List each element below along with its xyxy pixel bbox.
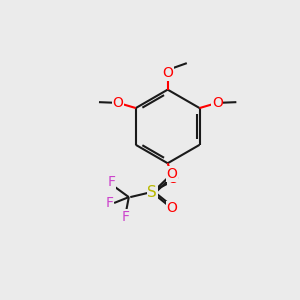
Text: O: O bbox=[167, 201, 177, 215]
Text: F: F bbox=[122, 210, 130, 224]
Text: O: O bbox=[167, 167, 177, 181]
Text: S: S bbox=[148, 185, 157, 200]
Text: O: O bbox=[162, 66, 173, 80]
Text: F: F bbox=[106, 196, 114, 210]
Text: F: F bbox=[108, 176, 116, 189]
Text: O: O bbox=[113, 96, 124, 110]
Text: O: O bbox=[212, 96, 223, 110]
Text: O: O bbox=[167, 172, 178, 186]
